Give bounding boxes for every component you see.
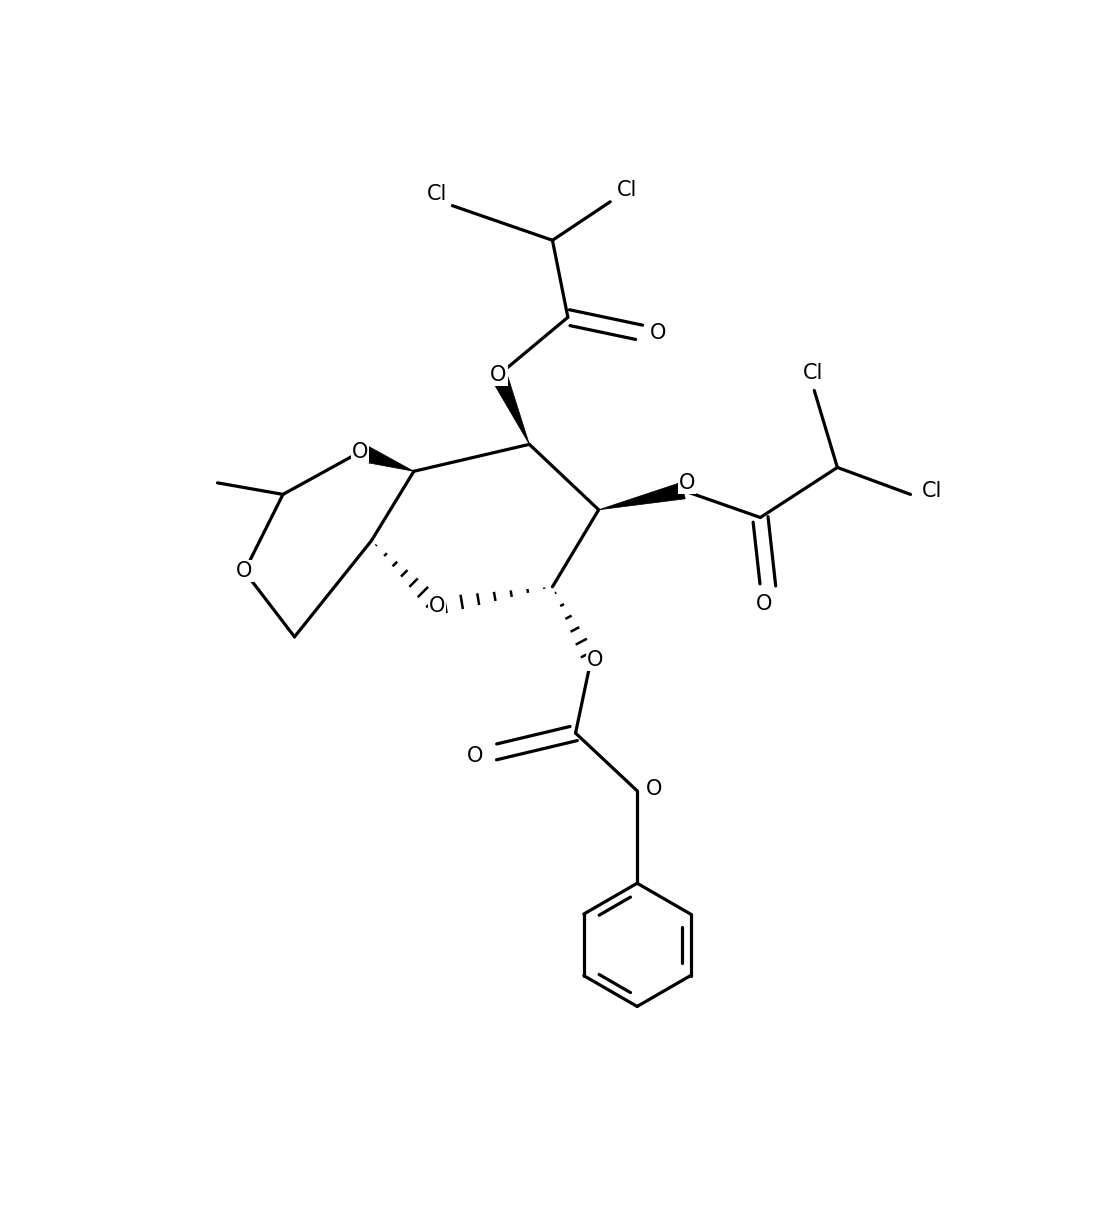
Text: O: O [490, 365, 507, 385]
Text: O: O [756, 593, 773, 614]
Text: O: O [646, 780, 662, 799]
Text: Cl: Cl [922, 481, 942, 500]
Polygon shape [598, 482, 685, 510]
Polygon shape [490, 371, 529, 444]
Text: Cl: Cl [617, 180, 637, 200]
Text: O: O [429, 596, 445, 615]
Text: O: O [586, 650, 603, 669]
Text: O: O [467, 747, 484, 766]
Text: O: O [352, 443, 368, 462]
Text: O: O [236, 562, 252, 581]
Text: O: O [650, 322, 666, 343]
Polygon shape [357, 444, 414, 471]
Text: Cl: Cl [426, 184, 447, 204]
Text: O: O [679, 473, 695, 493]
Text: Cl: Cl [802, 363, 823, 384]
